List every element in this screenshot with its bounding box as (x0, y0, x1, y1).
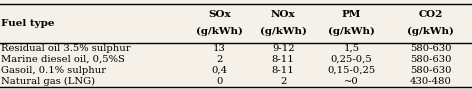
Text: 13: 13 (213, 44, 226, 53)
Text: 2: 2 (280, 77, 287, 86)
Text: Residual oil 3.5% sulphur: Residual oil 3.5% sulphur (1, 44, 131, 53)
Text: (g/kWh): (g/kWh) (328, 26, 375, 36)
Text: 580-630: 580-630 (410, 44, 451, 53)
Text: 0,25-0,5: 0,25-0,5 (331, 55, 372, 64)
Text: 2: 2 (216, 55, 223, 64)
Text: SOx: SOx (208, 10, 231, 19)
Text: NOx: NOx (271, 10, 295, 19)
Text: (g/kWh): (g/kWh) (260, 26, 307, 36)
Text: 8-11: 8-11 (272, 55, 295, 64)
Text: 1,5: 1,5 (344, 44, 360, 53)
Text: (g/kWh): (g/kWh) (407, 26, 454, 36)
Text: ~0: ~0 (344, 77, 359, 86)
Text: 9-12: 9-12 (272, 44, 295, 53)
Text: PM: PM (342, 10, 362, 19)
Text: 580-630: 580-630 (410, 55, 451, 64)
Text: 8-11: 8-11 (272, 66, 295, 75)
Text: 0: 0 (216, 77, 223, 86)
Text: (g/kWh): (g/kWh) (196, 26, 243, 36)
Text: 0,4: 0,4 (211, 66, 228, 75)
Text: Marine diesel oil, 0,5%S: Marine diesel oil, 0,5%S (1, 55, 125, 64)
Text: CO2: CO2 (419, 10, 443, 19)
Text: 0,15-0,25: 0,15-0,25 (328, 66, 376, 75)
Text: 580-630: 580-630 (410, 66, 451, 75)
Text: Gasoil, 0.1% sulphur: Gasoil, 0.1% sulphur (1, 66, 106, 75)
Text: Fuel type: Fuel type (1, 19, 54, 28)
Text: 430-480: 430-480 (410, 77, 452, 86)
Text: Natural gas (LNG): Natural gas (LNG) (1, 77, 95, 86)
